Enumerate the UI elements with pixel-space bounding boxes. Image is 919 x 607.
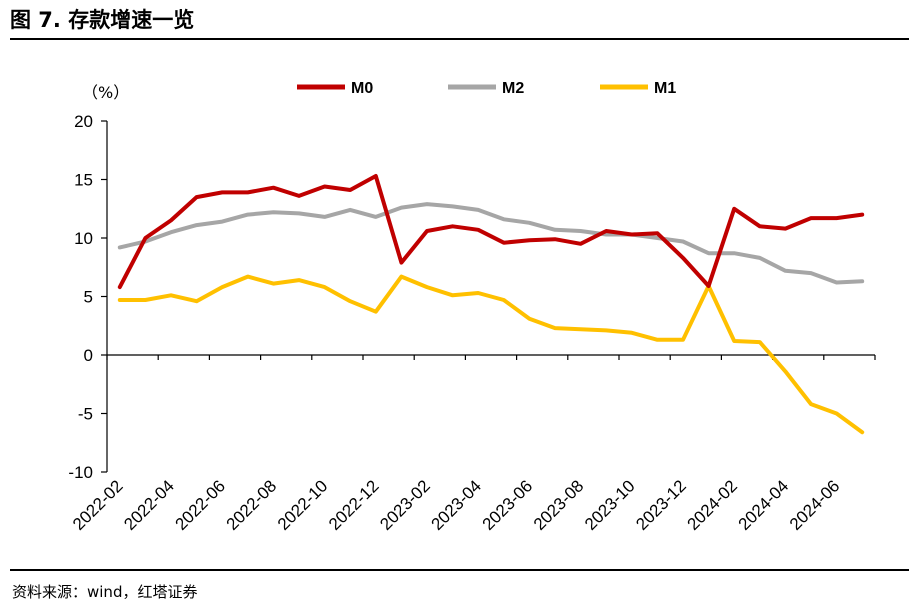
y-tick-label: 20 [74,112,93,131]
y-tick-label: -5 [78,405,93,424]
x-tick-label: 2023-12 [632,476,690,534]
legend: M0 M2 M1 [297,80,676,97]
series-line-m1 [117,274,865,435]
footer-divider [10,569,909,571]
y-tick-label: 0 [84,346,93,365]
x-tick-label: 2022-04 [120,476,178,534]
legend-label-m1: M1 [654,80,676,97]
series-line-m0 [117,174,865,290]
x-tick-label: 2023-10 [581,476,639,534]
series-line-m2 [117,202,865,285]
x-tick-label: 2022-12 [325,476,383,534]
y-tick-label: 5 [84,288,93,307]
y-axis: -10 -5 0 5 10 15 20 [68,112,108,482]
x-tick-label: 2022-10 [274,476,332,534]
x-axis: 2022-022022-042022-062022-082022-102022-… [69,354,876,534]
x-tick-label: 2023-02 [376,476,434,534]
legend-label-m0: M0 [351,80,373,97]
x-tick-label: 2022-06 [171,476,229,534]
figure-title: 图 7. 存款增速一览 [10,8,195,32]
series-lines [117,174,865,435]
title-divider [10,38,909,40]
x-tick-label: 2022-08 [223,476,281,534]
x-tick-label: 2023-04 [427,476,485,534]
y-tick-label: -10 [68,463,93,482]
source-note: 资料来源：wind，红塔证券 [12,583,198,601]
x-tick-label: 2024-02 [683,476,741,534]
y-axis-unit-label: （%） [82,83,129,102]
x-tick-label: 2023-06 [479,476,537,534]
x-tick-label: 2023-08 [530,476,588,534]
y-tick-label: 10 [74,229,93,248]
x-tick-label: 2024-06 [786,476,844,534]
y-tick-label: 15 [74,171,93,190]
x-tick-label: 2024-04 [735,476,793,534]
x-tick-label: 2022-02 [69,476,127,534]
legend-label-m2: M2 [502,80,524,97]
